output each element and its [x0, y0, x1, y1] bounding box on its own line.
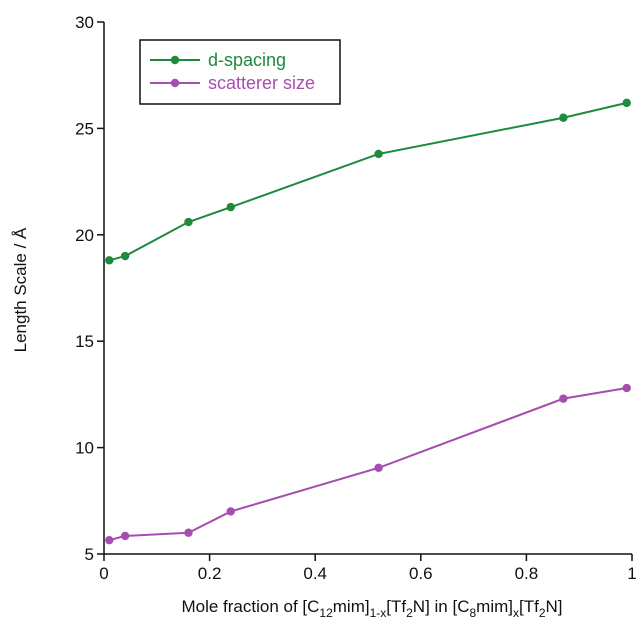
x-ticks: 0 0.2 0.4 0.6 0.8 1: [99, 554, 637, 583]
legend: d-spacing scatterer size: [139, 39, 341, 105]
data-point-d-spacing: [559, 113, 568, 122]
data-point-d-spacing: [184, 217, 193, 227]
data-point-scatterer-size: [622, 383, 631, 393]
y-tick-label: 30: [75, 13, 94, 32]
y-tick-label: 20: [75, 226, 94, 245]
x-tick-label: 0.6: [409, 564, 433, 583]
series-scatterer-size: [105, 383, 631, 545]
y-tick-label: 25: [75, 119, 94, 138]
legend-box: [139, 39, 341, 105]
y-tick-label: 5: [85, 545, 94, 564]
x-tick-label: 0: [99, 564, 108, 583]
data-point-scatterer-size: [120, 531, 130, 541]
x-tick-label: 0.2: [198, 564, 222, 583]
data-point-d-spacing: [374, 149, 383, 159]
y-tick-label: 15: [75, 332, 94, 351]
data-point-scatterer-size: [184, 528, 193, 537]
axes: [103, 22, 632, 555]
legend-label-scatterer-size: scatterer size: [208, 73, 315, 93]
data-point-scatterer-size: [559, 394, 568, 403]
series-layer: [105, 98, 631, 545]
legend-marker-d-spacing: [170, 55, 180, 65]
x-tick-label: 1: [627, 564, 636, 583]
legend-label-d-spacing: d-spacing: [208, 50, 286, 70]
y-ticks: 5 10 15 20 25 30: [75, 13, 104, 564]
y-tick-label: 10: [75, 439, 94, 458]
x-tick-label: 0.4: [303, 564, 327, 583]
x-tick-label: 0.8: [515, 564, 539, 583]
data-point-scatterer-size: [105, 535, 114, 545]
y-axis-title: Length Scale / Å: [11, 227, 30, 352]
data-point-d-spacing: [226, 202, 235, 212]
data-point-d-spacing: [120, 251, 130, 261]
series-line-d-spacing: [109, 101, 627, 262]
data-point-scatterer-size: [374, 463, 383, 473]
series-d-spacing: [105, 98, 631, 265]
x-axis-title: Mole fraction of [C12mim]1-x[Tf2N] in [C…: [181, 597, 562, 620]
data-point-d-spacing: [105, 256, 114, 265]
data-point-scatterer-size: [226, 507, 235, 516]
legend-marker-scatterer-size: [170, 78, 180, 88]
data-point-d-spacing: [622, 98, 631, 108]
series-line-scatterer-size: [109, 387, 627, 542]
